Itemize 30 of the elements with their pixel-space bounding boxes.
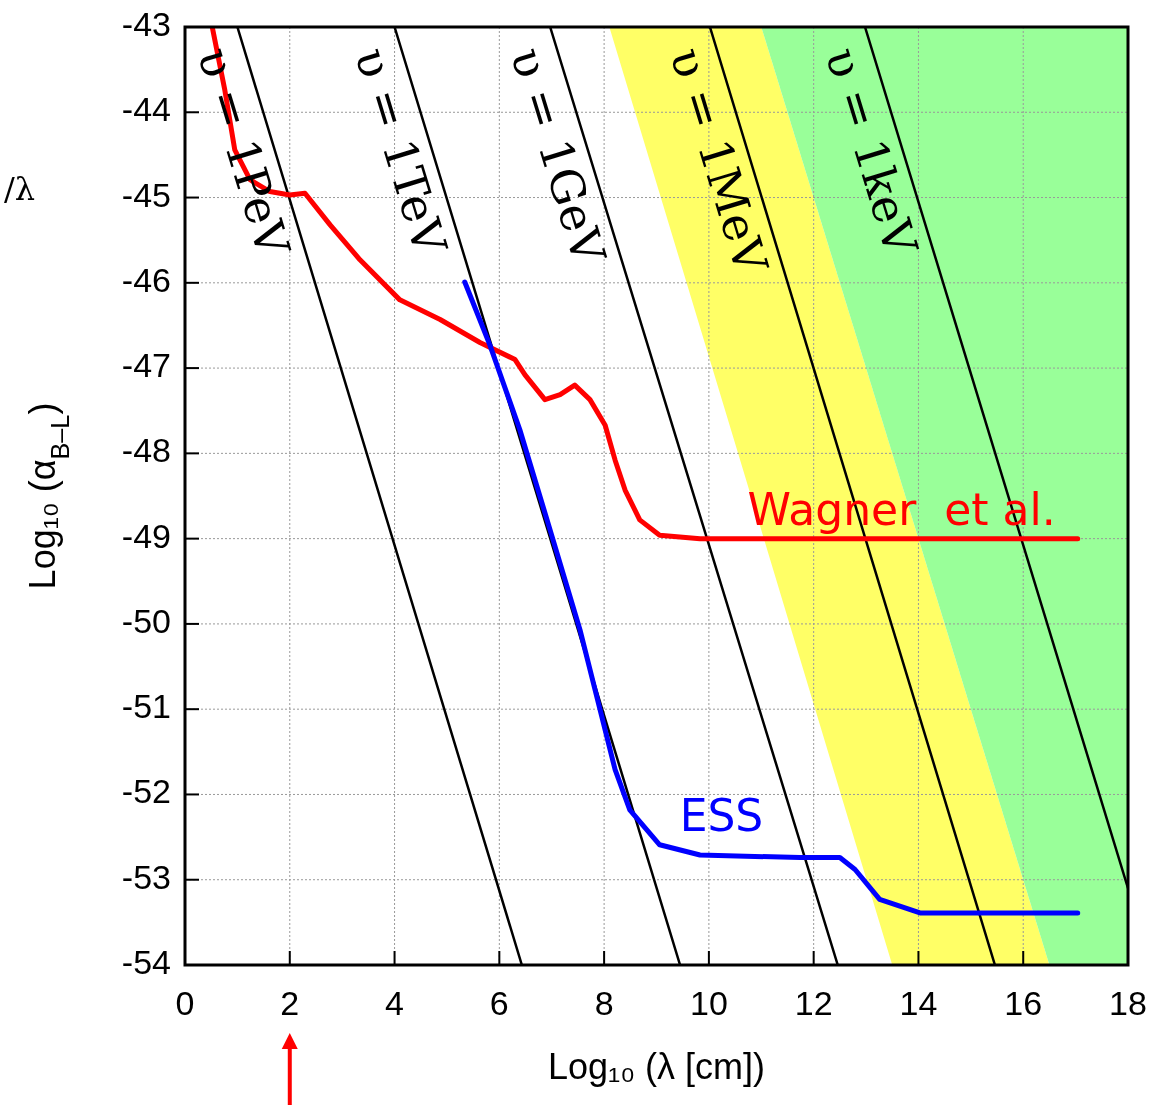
y-tick-label: -52: [121, 772, 171, 811]
text: υ = 1PeV: [186, 41, 301, 263]
y-tick-label: -43: [121, 4, 171, 43]
y-tick-label: -54: [121, 942, 171, 981]
text: υ = 1keV: [814, 41, 929, 262]
y-tick-label: -51: [121, 687, 171, 726]
text: υ = 1TeV: [343, 41, 458, 262]
y-tick-label: -49: [121, 516, 171, 555]
x-tick-label: 2: [280, 984, 300, 1022]
x-tick-label: 12: [794, 984, 833, 1022]
y-tick-label: -53: [121, 857, 171, 896]
text: υ = 1MeV: [659, 41, 779, 281]
x-tick-label: 18: [1109, 984, 1147, 1022]
y-tick-label: -50: [121, 601, 171, 640]
y-tick-label: -44: [121, 90, 171, 129]
x-tick-label: 16: [1004, 984, 1043, 1022]
y-tick-label: -45: [121, 175, 171, 214]
x-tick-label: 4: [385, 984, 405, 1022]
x-tick-label: 14: [899, 984, 938, 1022]
series-label: ESS: [679, 789, 764, 841]
x-axis-title: Log₁₀ (λ [cm]): [547, 1046, 766, 1087]
x-tick-label: 6: [489, 984, 509, 1022]
x-tick-label: 0: [175, 984, 195, 1022]
text: υ = 1GeV: [499, 41, 617, 271]
text: /λ: [4, 170, 36, 208]
x-tick-label: 8: [594, 984, 614, 1022]
y-tick-label: -46: [121, 260, 171, 299]
x-tick-label: 10: [689, 984, 728, 1022]
y-tick-label: -47: [121, 346, 171, 385]
y-tick-label: -48: [121, 431, 171, 470]
